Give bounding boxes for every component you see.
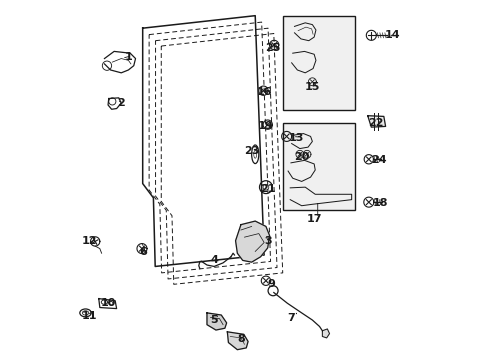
- Text: 12: 12: [81, 236, 97, 246]
- Polygon shape: [322, 329, 329, 338]
- Text: 3: 3: [264, 236, 271, 246]
- Text: 11: 11: [81, 311, 97, 321]
- Text: 5: 5: [210, 315, 218, 325]
- Text: 16: 16: [256, 87, 271, 98]
- Text: 25: 25: [265, 43, 280, 53]
- Text: 18: 18: [372, 198, 387, 208]
- Text: 1: 1: [124, 52, 132, 62]
- Text: 23: 23: [244, 147, 259, 157]
- Text: 14: 14: [384, 30, 400, 40]
- Text: 20: 20: [293, 152, 309, 162]
- Text: 8: 8: [237, 334, 244, 344]
- Text: 21: 21: [260, 184, 275, 194]
- Text: 4: 4: [210, 255, 218, 265]
- Text: 17: 17: [306, 214, 321, 224]
- Text: 13: 13: [288, 133, 304, 143]
- FancyBboxPatch shape: [282, 123, 354, 210]
- Text: 10: 10: [101, 298, 116, 308]
- Text: 24: 24: [370, 156, 386, 165]
- Polygon shape: [206, 313, 226, 330]
- FancyBboxPatch shape: [282, 16, 354, 111]
- Text: 9: 9: [267, 279, 275, 289]
- Text: 22: 22: [367, 118, 383, 128]
- Text: 2: 2: [117, 98, 125, 108]
- Text: 15: 15: [304, 82, 320, 92]
- Polygon shape: [367, 116, 385, 127]
- Text: 6: 6: [139, 247, 146, 257]
- Text: 7: 7: [286, 312, 294, 323]
- Text: 19: 19: [258, 121, 273, 131]
- Polygon shape: [235, 221, 269, 262]
- Polygon shape: [227, 332, 247, 350]
